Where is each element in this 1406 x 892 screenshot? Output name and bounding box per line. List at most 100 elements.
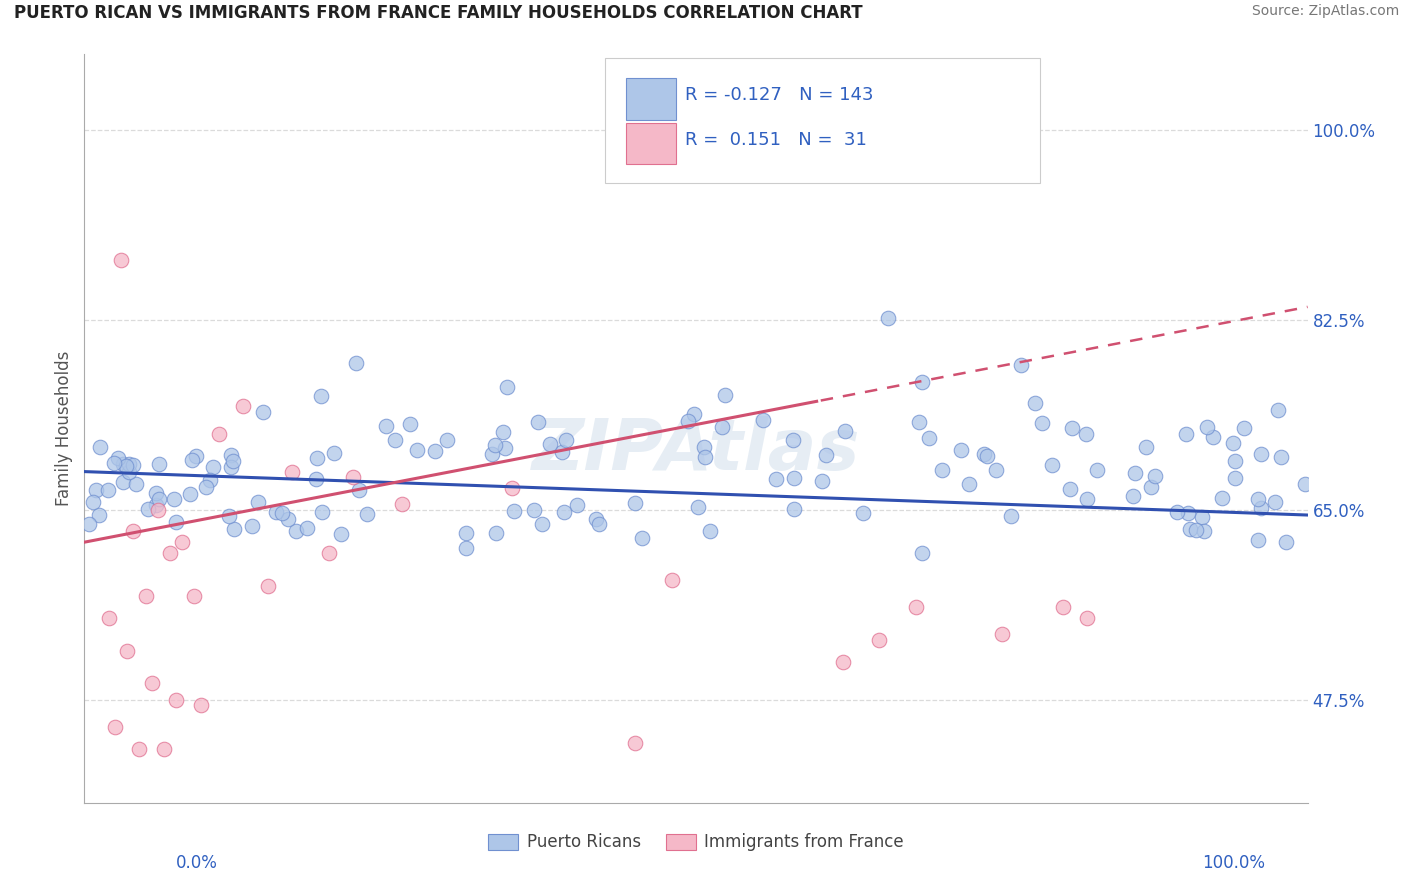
Point: [553, 505, 575, 519]
Point: [97, 483, 120, 497]
Point: [699, 524, 721, 538]
Point: [502, 504, 524, 518]
Point: [1123, 467, 1146, 481]
Point: [184, 449, 207, 463]
Point: [522, 503, 544, 517]
Point: [115, 644, 138, 658]
Point: [84, 483, 107, 497]
Point: [1194, 524, 1216, 538]
Point: [1191, 510, 1213, 524]
Point: [624, 736, 647, 750]
Point: [454, 541, 477, 556]
Point: [281, 465, 304, 479]
Point: [271, 506, 294, 520]
Point: [141, 676, 163, 690]
Point: [631, 531, 654, 545]
Text: 0.0%: 0.0%: [176, 855, 218, 872]
Text: R =  0.151   N =  31: R = 0.151 N = 31: [685, 131, 866, 149]
Point: [693, 441, 716, 455]
Point: [181, 452, 204, 467]
Point: [485, 526, 508, 541]
Point: [918, 431, 941, 445]
Point: [869, 632, 891, 647]
Point: [693, 450, 716, 464]
Point: [1076, 611, 1098, 625]
Point: [356, 508, 378, 522]
Point: [136, 502, 159, 516]
Point: [1247, 491, 1270, 506]
Text: PUERTO RICAN VS IMMIGRANTS FROM FRANCE FAMILY HOUSEHOLDS CORRELATION CHART: PUERTO RICAN VS IMMIGRANTS FROM FRANCE F…: [14, 4, 863, 22]
Point: [179, 486, 201, 500]
Point: [118, 465, 141, 479]
Point: [79, 517, 101, 532]
Point: [1178, 522, 1201, 536]
Point: [1031, 417, 1053, 431]
Point: [1264, 495, 1286, 509]
Point: [782, 433, 804, 447]
Point: [330, 526, 353, 541]
Point: [172, 535, 194, 549]
Point: [295, 521, 318, 535]
Point: [1010, 358, 1032, 372]
Point: [555, 434, 578, 448]
Point: [877, 311, 900, 326]
Point: [135, 590, 157, 604]
Point: [398, 417, 420, 431]
Point: [1246, 533, 1268, 548]
Point: [1174, 426, 1197, 441]
Point: [751, 412, 773, 426]
Point: [436, 434, 458, 448]
Point: [285, 524, 308, 538]
Point: [538, 436, 561, 450]
Point: [128, 741, 150, 756]
Point: [145, 498, 167, 512]
Point: [530, 516, 553, 531]
Point: [494, 441, 516, 455]
Point: [1076, 491, 1098, 506]
Point: [103, 456, 125, 470]
Point: [686, 500, 709, 514]
Point: [1143, 468, 1166, 483]
Point: [183, 590, 205, 604]
Point: [585, 512, 607, 526]
Point: [82, 495, 104, 509]
Point: [1197, 420, 1219, 434]
Point: [219, 449, 242, 463]
Point: [153, 741, 176, 756]
Point: [1184, 523, 1206, 537]
Point: [201, 460, 224, 475]
Point: [1270, 450, 1292, 464]
Point: [1223, 454, 1246, 468]
Point: [208, 426, 231, 441]
Point: [492, 425, 515, 440]
Point: [311, 505, 333, 519]
Point: [194, 480, 217, 494]
Point: [159, 546, 181, 560]
Point: [222, 522, 245, 536]
Point: [148, 457, 170, 471]
Point: [97, 611, 120, 625]
Point: [118, 457, 141, 471]
Point: [145, 485, 167, 500]
Point: [484, 438, 506, 452]
Point: [1166, 505, 1188, 519]
Point: [342, 470, 364, 484]
Point: [1060, 421, 1083, 435]
Point: [257, 579, 280, 593]
Point: [815, 448, 838, 462]
Point: [454, 526, 477, 541]
Point: [911, 375, 934, 389]
Point: [976, 449, 998, 463]
Point: [765, 473, 787, 487]
Point: [89, 440, 111, 454]
Point: [146, 502, 169, 516]
Point: [1140, 480, 1163, 494]
Point: [931, 463, 953, 477]
Point: [1250, 447, 1272, 461]
Point: [344, 356, 367, 370]
Point: [905, 600, 928, 615]
Point: [323, 445, 346, 459]
Point: [246, 495, 269, 509]
Point: [374, 418, 396, 433]
Point: [277, 511, 299, 525]
